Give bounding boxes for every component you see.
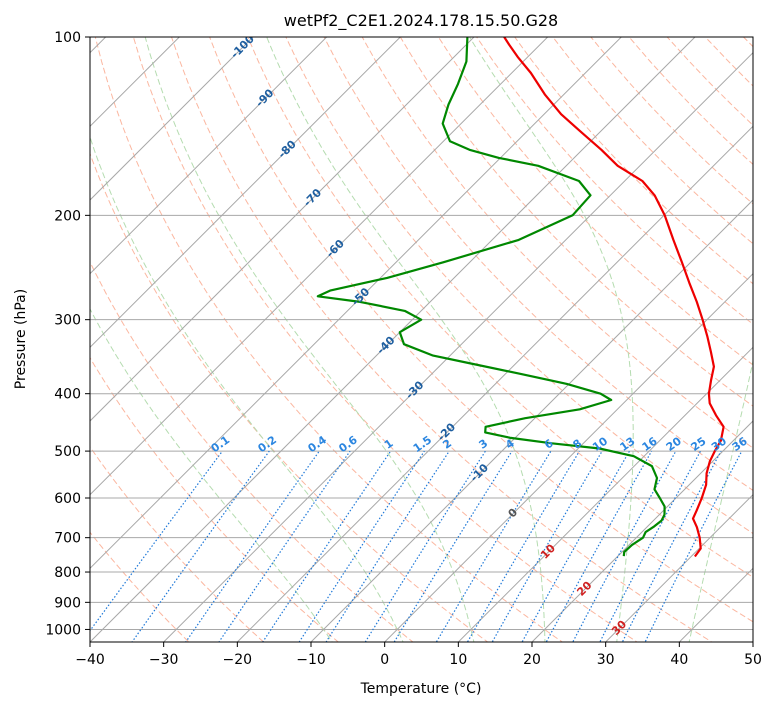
mixing-ratio-line xyxy=(364,450,486,642)
mixing-ratio-label: 1 xyxy=(382,437,396,452)
mixing-ratio-line xyxy=(262,450,392,642)
mixing-ratio-label: 1.5 xyxy=(411,433,434,455)
dry-adiabat-line xyxy=(361,37,753,449)
x-tick-label: 20 xyxy=(523,652,541,668)
dry-adiabat-line xyxy=(552,37,753,245)
mixing-ratio-line xyxy=(325,450,450,642)
dry-adiabat-line xyxy=(171,37,713,642)
dry-adiabat-line xyxy=(514,37,753,285)
dry-adiabat-line xyxy=(285,37,753,535)
background-lines xyxy=(90,37,753,642)
isotherm-gridline xyxy=(90,37,623,570)
dewpoint-profile-line xyxy=(316,37,666,557)
dry-adiabat-line xyxy=(90,356,339,642)
x-tick-label: 50 xyxy=(744,652,762,668)
y-tick-label: 900 xyxy=(54,595,81,611)
isotherm-gridline xyxy=(90,37,402,349)
dry-adiabat-line xyxy=(90,260,414,642)
y-tick-label: 300 xyxy=(54,313,81,329)
mixing-ratio-label: 0.6 xyxy=(336,433,360,455)
moist-adiabat-line xyxy=(90,135,404,642)
isotherm-gridline xyxy=(90,37,696,642)
dry-adiabat-line xyxy=(666,37,753,126)
mixing-ratio-line xyxy=(621,450,722,642)
y-tick-label: 400 xyxy=(54,387,81,403)
chart-title: wetPf2_C2E1.2024.178.15.50.G28 xyxy=(284,11,558,31)
isotherm-gridline xyxy=(162,51,753,642)
y-tick-label: 100 xyxy=(54,30,81,46)
x-tick-label: −40 xyxy=(75,652,105,668)
isotherm-gridline xyxy=(90,37,549,496)
y-tick-label: 700 xyxy=(54,531,81,547)
x-tick-label: 40 xyxy=(670,652,688,668)
dry-adiabat-line xyxy=(90,152,489,642)
line-labels: 0.1 0.2 0.4 0.6 1 1.5 2 3 4 6 8 10 13 16 20 25 30 36-100-… xyxy=(209,37,750,673)
isotherm-gridline xyxy=(236,125,753,642)
mixing-ratio-line xyxy=(218,450,351,642)
isotherm-gridline xyxy=(531,420,753,642)
mixing-ratio-line xyxy=(185,450,320,642)
mixing-ratio-line xyxy=(298,450,425,642)
x-tick-label: −10 xyxy=(296,652,326,668)
y-tick-label: 800 xyxy=(54,565,81,581)
dry-adiabat-line xyxy=(247,37,753,578)
isotherm-gridline xyxy=(457,346,753,642)
y-tick-label: 200 xyxy=(54,208,81,224)
dry-adiabat-line xyxy=(704,37,753,87)
moist-adiabat-line xyxy=(469,37,634,642)
x-tick-label: −20 xyxy=(223,652,253,668)
isotherm-gridline xyxy=(383,272,753,642)
isotherm-gridline xyxy=(310,199,753,642)
x-tick-label: 30 xyxy=(597,652,615,668)
plot-frame xyxy=(89,36,754,643)
dry-adiabat-line xyxy=(743,37,753,48)
mixing-ratio-line xyxy=(521,450,631,642)
moist-adiabat-line xyxy=(688,358,753,642)
y-tick-label: 500 xyxy=(54,444,81,460)
mixing-ratio-label: 0.1 xyxy=(209,433,232,455)
x-tick-label: 10 xyxy=(449,652,467,668)
dry-adiabat-line xyxy=(590,37,753,205)
dry-adiabat-line xyxy=(94,37,564,642)
mixing-ratio-line xyxy=(491,450,603,642)
isotherm-label: 40 xyxy=(648,653,668,673)
dry-adiabat-line xyxy=(90,531,190,642)
mixing-ratio-line xyxy=(466,450,580,642)
temperature-profile-line xyxy=(503,37,725,558)
x-tick-label: 0 xyxy=(380,652,389,668)
mixing-ratio-label: 0.4 xyxy=(306,433,330,455)
mixing-ratio-line xyxy=(599,450,702,642)
moist-adiabat-line xyxy=(90,308,333,642)
dry-adiabat-line xyxy=(437,37,753,366)
isotherm-gridline xyxy=(90,37,475,422)
dry-adiabat-line xyxy=(399,37,753,407)
mixing-ratio-line xyxy=(90,450,223,632)
x-axis-label: Temperature (°C) xyxy=(360,681,482,697)
dry-adiabat-line xyxy=(90,446,265,642)
y-tick-label: 600 xyxy=(54,491,81,507)
isotherm-gridline xyxy=(752,641,753,642)
mixing-ratio-line xyxy=(393,450,513,642)
dry-adiabat-line xyxy=(323,37,753,491)
mixing-ratio-label: 0.2 xyxy=(256,433,279,455)
profile-lines xyxy=(316,37,725,558)
isotherm-gridline xyxy=(90,37,328,275)
mixing-ratio-line xyxy=(435,450,552,642)
mixing-ratio-label: 3 xyxy=(477,437,491,452)
isotherm-gridline xyxy=(604,493,753,642)
isotherm-gridline xyxy=(678,567,753,642)
axes: −40 −30 −20 −10 0 10 20 30 40 50 1000 900 800 700 600 5… xyxy=(45,30,762,668)
x-tick-label: −30 xyxy=(149,652,179,668)
mixing-ratio-line xyxy=(545,450,653,642)
isotherm-gridline xyxy=(90,37,254,201)
y-axis-label: Pressure (hPa) xyxy=(13,289,29,389)
mixing-ratio-line xyxy=(644,450,743,642)
y-tick-label: 1000 xyxy=(45,622,81,638)
dry-adiabat-line xyxy=(209,37,753,623)
